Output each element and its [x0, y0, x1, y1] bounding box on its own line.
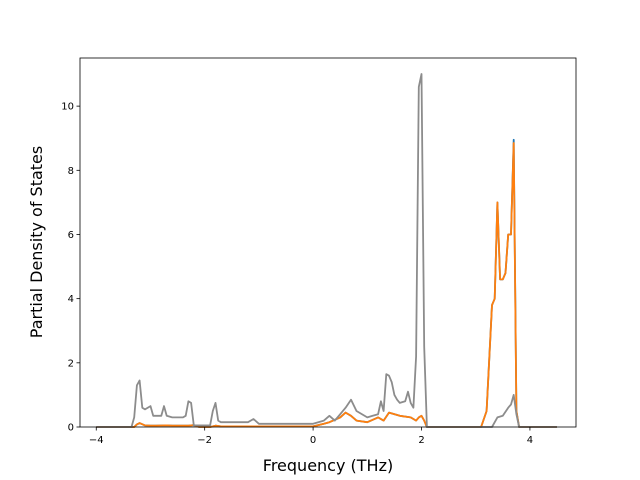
series-line-3 [96, 73, 557, 428]
x-tick-label: 2 [418, 435, 424, 446]
series-layer [96, 73, 557, 428]
y-tick-label: 2 [68, 358, 74, 369]
y-tick-label: 4 [68, 294, 74, 305]
y-tick-label: 6 [68, 230, 74, 241]
y-tick-label: 10 [61, 102, 74, 113]
plot-frame [79, 57, 577, 428]
x-axis-ticks: −4 −2 0 2 4 [89, 427, 533, 446]
x-tick-label: −4 [89, 435, 104, 446]
y-axis-label: Partial Density of States [27, 146, 46, 338]
y-tick-label: 8 [68, 166, 74, 177]
x-tick-label: −2 [197, 435, 212, 446]
y-tick-label: 0 [68, 423, 74, 434]
series-line-2 [96, 142, 557, 428]
y-axis-ticks: 0 2 4 6 8 10 [61, 102, 80, 434]
x-tick-label: 0 [310, 435, 316, 446]
x-axis-label: Frequency (THz) [263, 456, 393, 475]
x-tick-label: 4 [527, 435, 533, 446]
